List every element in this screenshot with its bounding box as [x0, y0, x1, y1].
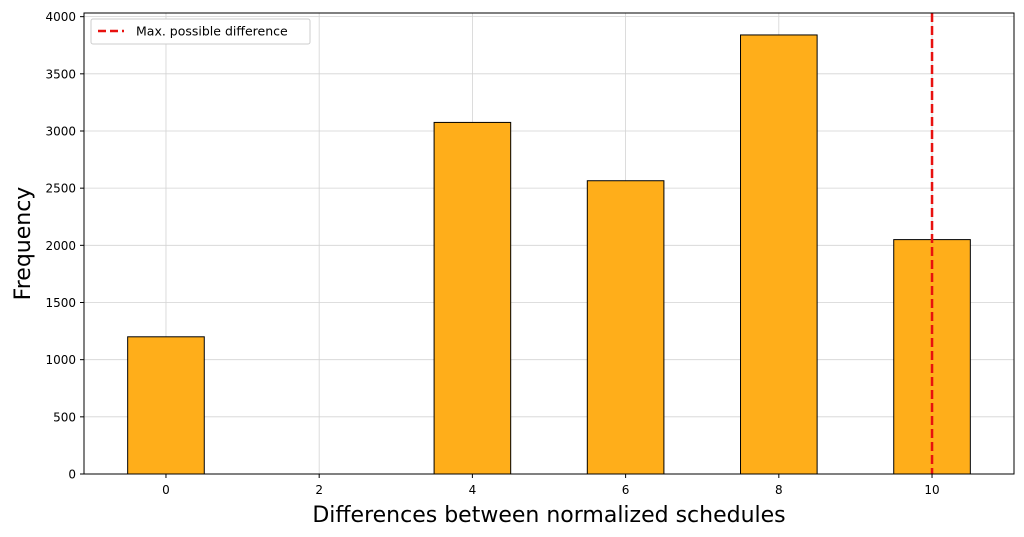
y-tick-label: 2000	[45, 239, 76, 253]
legend-box	[90, 18, 311, 45]
bars	[127, 34, 971, 475]
y-tick-label: 1000	[45, 353, 76, 367]
x-tick-label: 2	[315, 483, 323, 497]
x-tick-label: 4	[469, 483, 477, 497]
legend: Max. possible difference	[90, 18, 311, 45]
grid-lines	[84, 13, 1014, 475]
x-axis-label: Differences between normalized schedules	[312, 503, 785, 528]
bar-6	[586, 180, 665, 475]
x-tick-label: 6	[622, 483, 630, 497]
legend-label: Max. possible difference	[136, 24, 288, 39]
y-tick-label: 3500	[45, 67, 76, 81]
x-axis-ticks: 0 2 4 6 8 10	[162, 474, 940, 497]
x-tick-label: 8	[775, 483, 783, 497]
y-tick-label: 2500	[45, 182, 76, 196]
x-tick-label: 10	[924, 483, 939, 497]
y-tick-label: 3000	[45, 124, 76, 138]
axes-frame	[83, 12, 1015, 475]
bar-8	[740, 34, 818, 475]
x-tick-label: 0	[162, 483, 170, 497]
y-tick-label: 500	[53, 410, 76, 424]
y-tick-label: 4000	[45, 10, 76, 24]
y-tick-label: 1500	[45, 296, 76, 310]
y-axis-label: Frequency	[11, 187, 36, 301]
y-tick-label: 0	[68, 468, 76, 482]
y-axis-ticks: 0 500 1000 1500 2000 2500 3000 3500 4000	[45, 10, 84, 482]
bar-0	[127, 336, 205, 475]
bar-4	[433, 121, 512, 475]
